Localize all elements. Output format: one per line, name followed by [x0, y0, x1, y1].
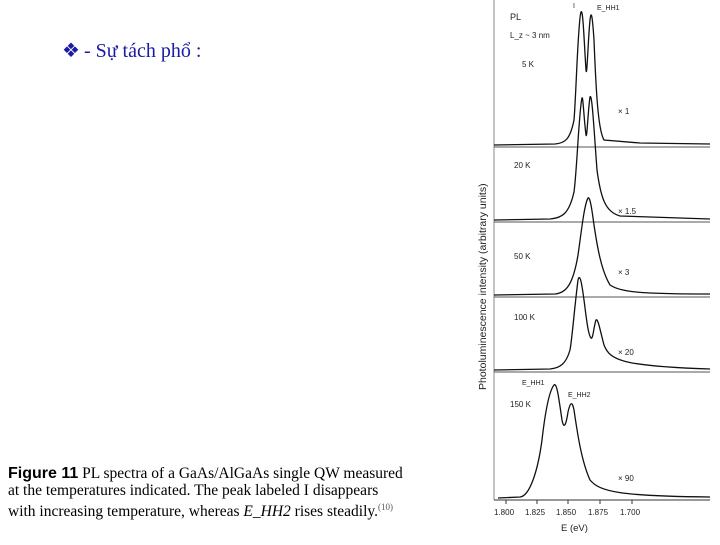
- spectrum-5k: [493, 11, 711, 146]
- scale-label-1: × 1: [618, 107, 630, 116]
- y-axis-label: Photoluminescence intensity (arbitrary u…: [477, 183, 489, 390]
- spectrum-100k: [493, 276, 711, 371]
- temp-label-100k: 100 K: [514, 313, 536, 322]
- spectrum-150k: [497, 384, 711, 499]
- ehh1-top-label: E_HH1: [597, 5, 620, 12]
- spectrum-20k: [493, 96, 711, 221]
- figure-caption: Figure 11 PL spectra of a GaAs/AlGaAs si…: [8, 465, 480, 520]
- caption-line-1: PL spectra of a GaAs/AlGaAs single QW me…: [82, 465, 403, 482]
- caption-line-2: at the temperatures indicated. The peak …: [8, 482, 379, 499]
- temp-label-150k: 150 K: [510, 400, 532, 409]
- x-tick-label-4: 1.875: [588, 508, 609, 517]
- caption-reference: (10): [378, 502, 394, 512]
- heading-text: - Sự tách phổ :: [83, 40, 202, 62]
- x-tick-label-1: 1.800: [494, 508, 515, 517]
- temp-label-50k: 50 K: [514, 252, 531, 261]
- slide-heading: ❖ - Sự tách phổ :: [62, 38, 201, 63]
- diamond-bullet-icon: ❖: [62, 40, 80, 62]
- lz-label: L_z ~ 3 nm: [510, 31, 550, 40]
- spectrum-50k: [493, 197, 711, 296]
- scale-label-2: × 1.5: [618, 207, 637, 216]
- caption-line-3a: with increasing temperature, whereas: [8, 503, 240, 521]
- temp-label-5k: 5 K: [522, 60, 535, 69]
- scale-label-4: × 20: [618, 348, 634, 357]
- caption-line-3b: rises steadily.: [294, 503, 379, 521]
- scale-label-5: × 90: [618, 474, 634, 483]
- caption-figure-number: Figure 11: [8, 465, 79, 482]
- temp-label-20k: 20 K: [514, 161, 531, 170]
- x-tick-label-5: 1.700: [620, 508, 641, 517]
- ehh2-bottom-label: E_HH2: [568, 392, 591, 399]
- caption-ehh2: E_HH2: [243, 503, 291, 521]
- pl-label: PL: [510, 12, 521, 22]
- x-tick-label-2: 1.825: [525, 508, 546, 517]
- i-peak-label: I: [573, 3, 575, 10]
- pl-spectra-svg: Photoluminescence intensity (arbitrary u…: [477, 0, 711, 534]
- x-tick-label-3: 1.850: [556, 508, 577, 517]
- ehh1-bottom-label: E_HH1: [522, 380, 545, 387]
- x-axis-label: E (eV): [561, 523, 588, 534]
- pl-spectra-figure: Photoluminescence intensity (arbitrary u…: [470, 0, 720, 540]
- scale-label-3: × 3: [618, 268, 630, 277]
